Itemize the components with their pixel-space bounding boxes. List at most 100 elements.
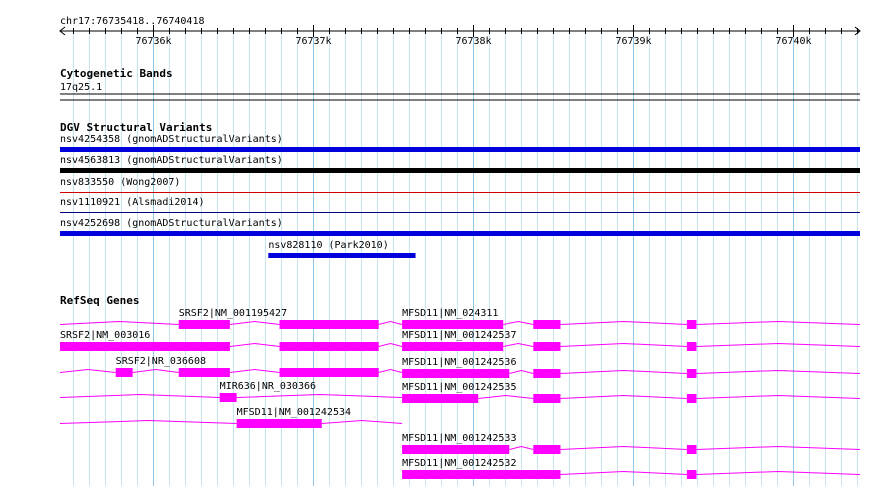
gene-label: SRSF2|NM_003016: [60, 330, 150, 341]
exon-block[interactable]: [533, 369, 561, 378]
intron-line: [59, 368, 116, 373]
intron-line: [509, 445, 534, 450]
exon-block[interactable]: [279, 342, 379, 351]
intron-line: [59, 419, 237, 424]
exon-block[interactable]: [533, 394, 561, 403]
variant-bar[interactable]: [268, 253, 416, 258]
exon-block[interactable]: [402, 320, 504, 329]
variant-feature[interactable]: nsv828110 (Park2010): [268, 240, 416, 258]
variant-feature[interactable]: nsv833550 (Wong2007): [60, 177, 860, 193]
exon-block[interactable]: [686, 369, 697, 378]
gene-feature[interactable]: MFSD11|NM_024311: [402, 308, 861, 329]
variant-bar[interactable]: [60, 231, 860, 236]
exon-block[interactable]: [115, 368, 133, 377]
variant-feature[interactable]: nsv4252698 (gnomADStructuralVariants): [60, 218, 860, 236]
exon-block[interactable]: [178, 320, 230, 329]
variant-label: nsv4252698 (gnomADStructuralVariants): [60, 218, 283, 229]
intron-line: [378, 320, 403, 325]
exon-block[interactable]: [178, 368, 230, 377]
gene-feature[interactable]: MFSD11|NM_001242533: [402, 433, 861, 454]
variant-features: nsv4254358 (gnomADStructuralVariants) nsv…: [60, 134, 860, 258]
gene-feature[interactable]: MFSD11|NM_001242532: [402, 458, 861, 479]
exon-block[interactable]: [279, 368, 379, 377]
exon-block[interactable]: [533, 445, 561, 454]
exon-block[interactable]: [402, 342, 504, 351]
gene-label: MFSD11|NM_001242537: [402, 330, 516, 341]
ruler-tick-label: 76739k: [615, 36, 651, 47]
band-label[interactable]: 17q25.1: [60, 82, 102, 93]
gene-feature[interactable]: SRSF2|NM_001195427: [59, 308, 403, 329]
intron-line: [560, 342, 687, 347]
gene-feature[interactable]: SRSF2|NR_036608: [59, 356, 403, 377]
intron-line: [560, 369, 687, 374]
intron-line: [560, 320, 687, 325]
ruler-tick-label: 76737k: [295, 36, 331, 47]
intron-line: [696, 445, 861, 450]
intron-line: [503, 320, 534, 325]
gene-feature[interactable]: MFSD11|NM_001242537: [402, 330, 861, 351]
location-label: chr17:76735418..76740418: [60, 16, 205, 27]
intron-line: [560, 394, 687, 399]
exon-block[interactable]: [686, 342, 697, 351]
gene-feature[interactable]: MFSD11|NM_001242536: [402, 357, 861, 378]
intron-line: [478, 394, 534, 399]
track-title: Cytogenetic Bands: [60, 67, 173, 80]
track-title: RefSeq Genes: [60, 294, 139, 307]
gene-label: MIR636|NR_030366: [220, 381, 316, 392]
refseq-genes-track: RefSeq Genes SRSF2|NM_001195427SRSF2|NM_…: [59, 294, 861, 479]
exon-block[interactable]: [533, 320, 561, 329]
exon-block[interactable]: [686, 320, 697, 329]
variant-bar[interactable]: [60, 168, 860, 173]
gene-label: MFSD11|NM_001242533: [402, 433, 516, 444]
exon-block[interactable]: [402, 445, 510, 454]
variant-label: nsv1110921 (Alsmadi2014): [60, 197, 205, 208]
gene-feature[interactable]: MFSD11|NM_001242535: [402, 382, 861, 403]
ruler-tick-label: 76738k: [455, 36, 491, 47]
exon-block[interactable]: [279, 320, 379, 329]
ruler-left-arrow: [59, 26, 66, 36]
exon-block[interactable]: [402, 394, 479, 403]
gene-label: MFSD11|NM_001242536: [402, 357, 516, 368]
variant-feature[interactable]: nsv4254358 (gnomADStructuralVariants): [60, 134, 860, 152]
cytogenetic-bands-track: Cytogenetic Bands 17q25.1: [60, 67, 860, 101]
exon-block[interactable]: [686, 445, 697, 454]
dgv-structural-variants-track: DGV Structural Variants nsv4254358 (gnom…: [60, 121, 860, 258]
variant-feature[interactable]: nsv4563813 (gnomADStructuralVariants): [60, 155, 860, 173]
gene-feature[interactable]: SRSF2|NM_003016: [60, 330, 403, 351]
ruler-ticks: 76736k 76737k 76738k 76739k 76740k: [73, 25, 858, 47]
exon-block[interactable]: [402, 470, 561, 479]
exon-block[interactable]: [402, 369, 510, 378]
intron-line: [560, 445, 687, 450]
exon-block[interactable]: [60, 342, 230, 351]
intron-line: [696, 320, 861, 325]
intron-line: [378, 368, 403, 373]
gene-feature[interactable]: MFSD11|NM_001242534: [59, 407, 403, 428]
intron-line: [229, 342, 280, 347]
intron-line: [236, 393, 403, 398]
ruler-right-arrow: [854, 26, 861, 36]
intron-line: [696, 470, 861, 475]
exon-block[interactable]: [533, 342, 561, 351]
exon-block[interactable]: [686, 470, 697, 479]
intron-line: [59, 320, 179, 325]
variant-label: nsv828110 (Park2010): [268, 240, 388, 251]
gene-label: SRSF2|NR_036608: [116, 356, 206, 367]
variant-label: nsv833550 (Wong2007): [60, 177, 180, 188]
grid-lines: [73, 31, 858, 486]
intron-line: [229, 320, 280, 325]
exon-block[interactable]: [236, 419, 322, 428]
exon-block[interactable]: [686, 394, 697, 403]
ruler-tick-label: 76736k: [135, 36, 171, 47]
gene-label: MFSD11|NM_001242534: [237, 407, 351, 418]
intron-line: [132, 368, 179, 373]
gene-feature[interactable]: MIR636|NR_030366: [59, 381, 403, 402]
variant-bar[interactable]: [60, 147, 860, 152]
ruler-tick-label: 76740k: [775, 36, 811, 47]
coordinate-ruler[interactable]: chr17:76735418..76740418 76736k 76737k 767…: [59, 16, 861, 47]
gene-features: SRSF2|NM_001195427 SRSF2|NM_003016 SRSF2|N…: [59, 308, 861, 479]
gene-label: SRSF2|NM_001195427: [179, 308, 287, 319]
intron-line: [560, 470, 687, 475]
variant-feature[interactable]: nsv1110921 (Alsmadi2014): [60, 197, 860, 213]
exon-block[interactable]: [219, 393, 237, 402]
intron-line: [378, 342, 403, 347]
